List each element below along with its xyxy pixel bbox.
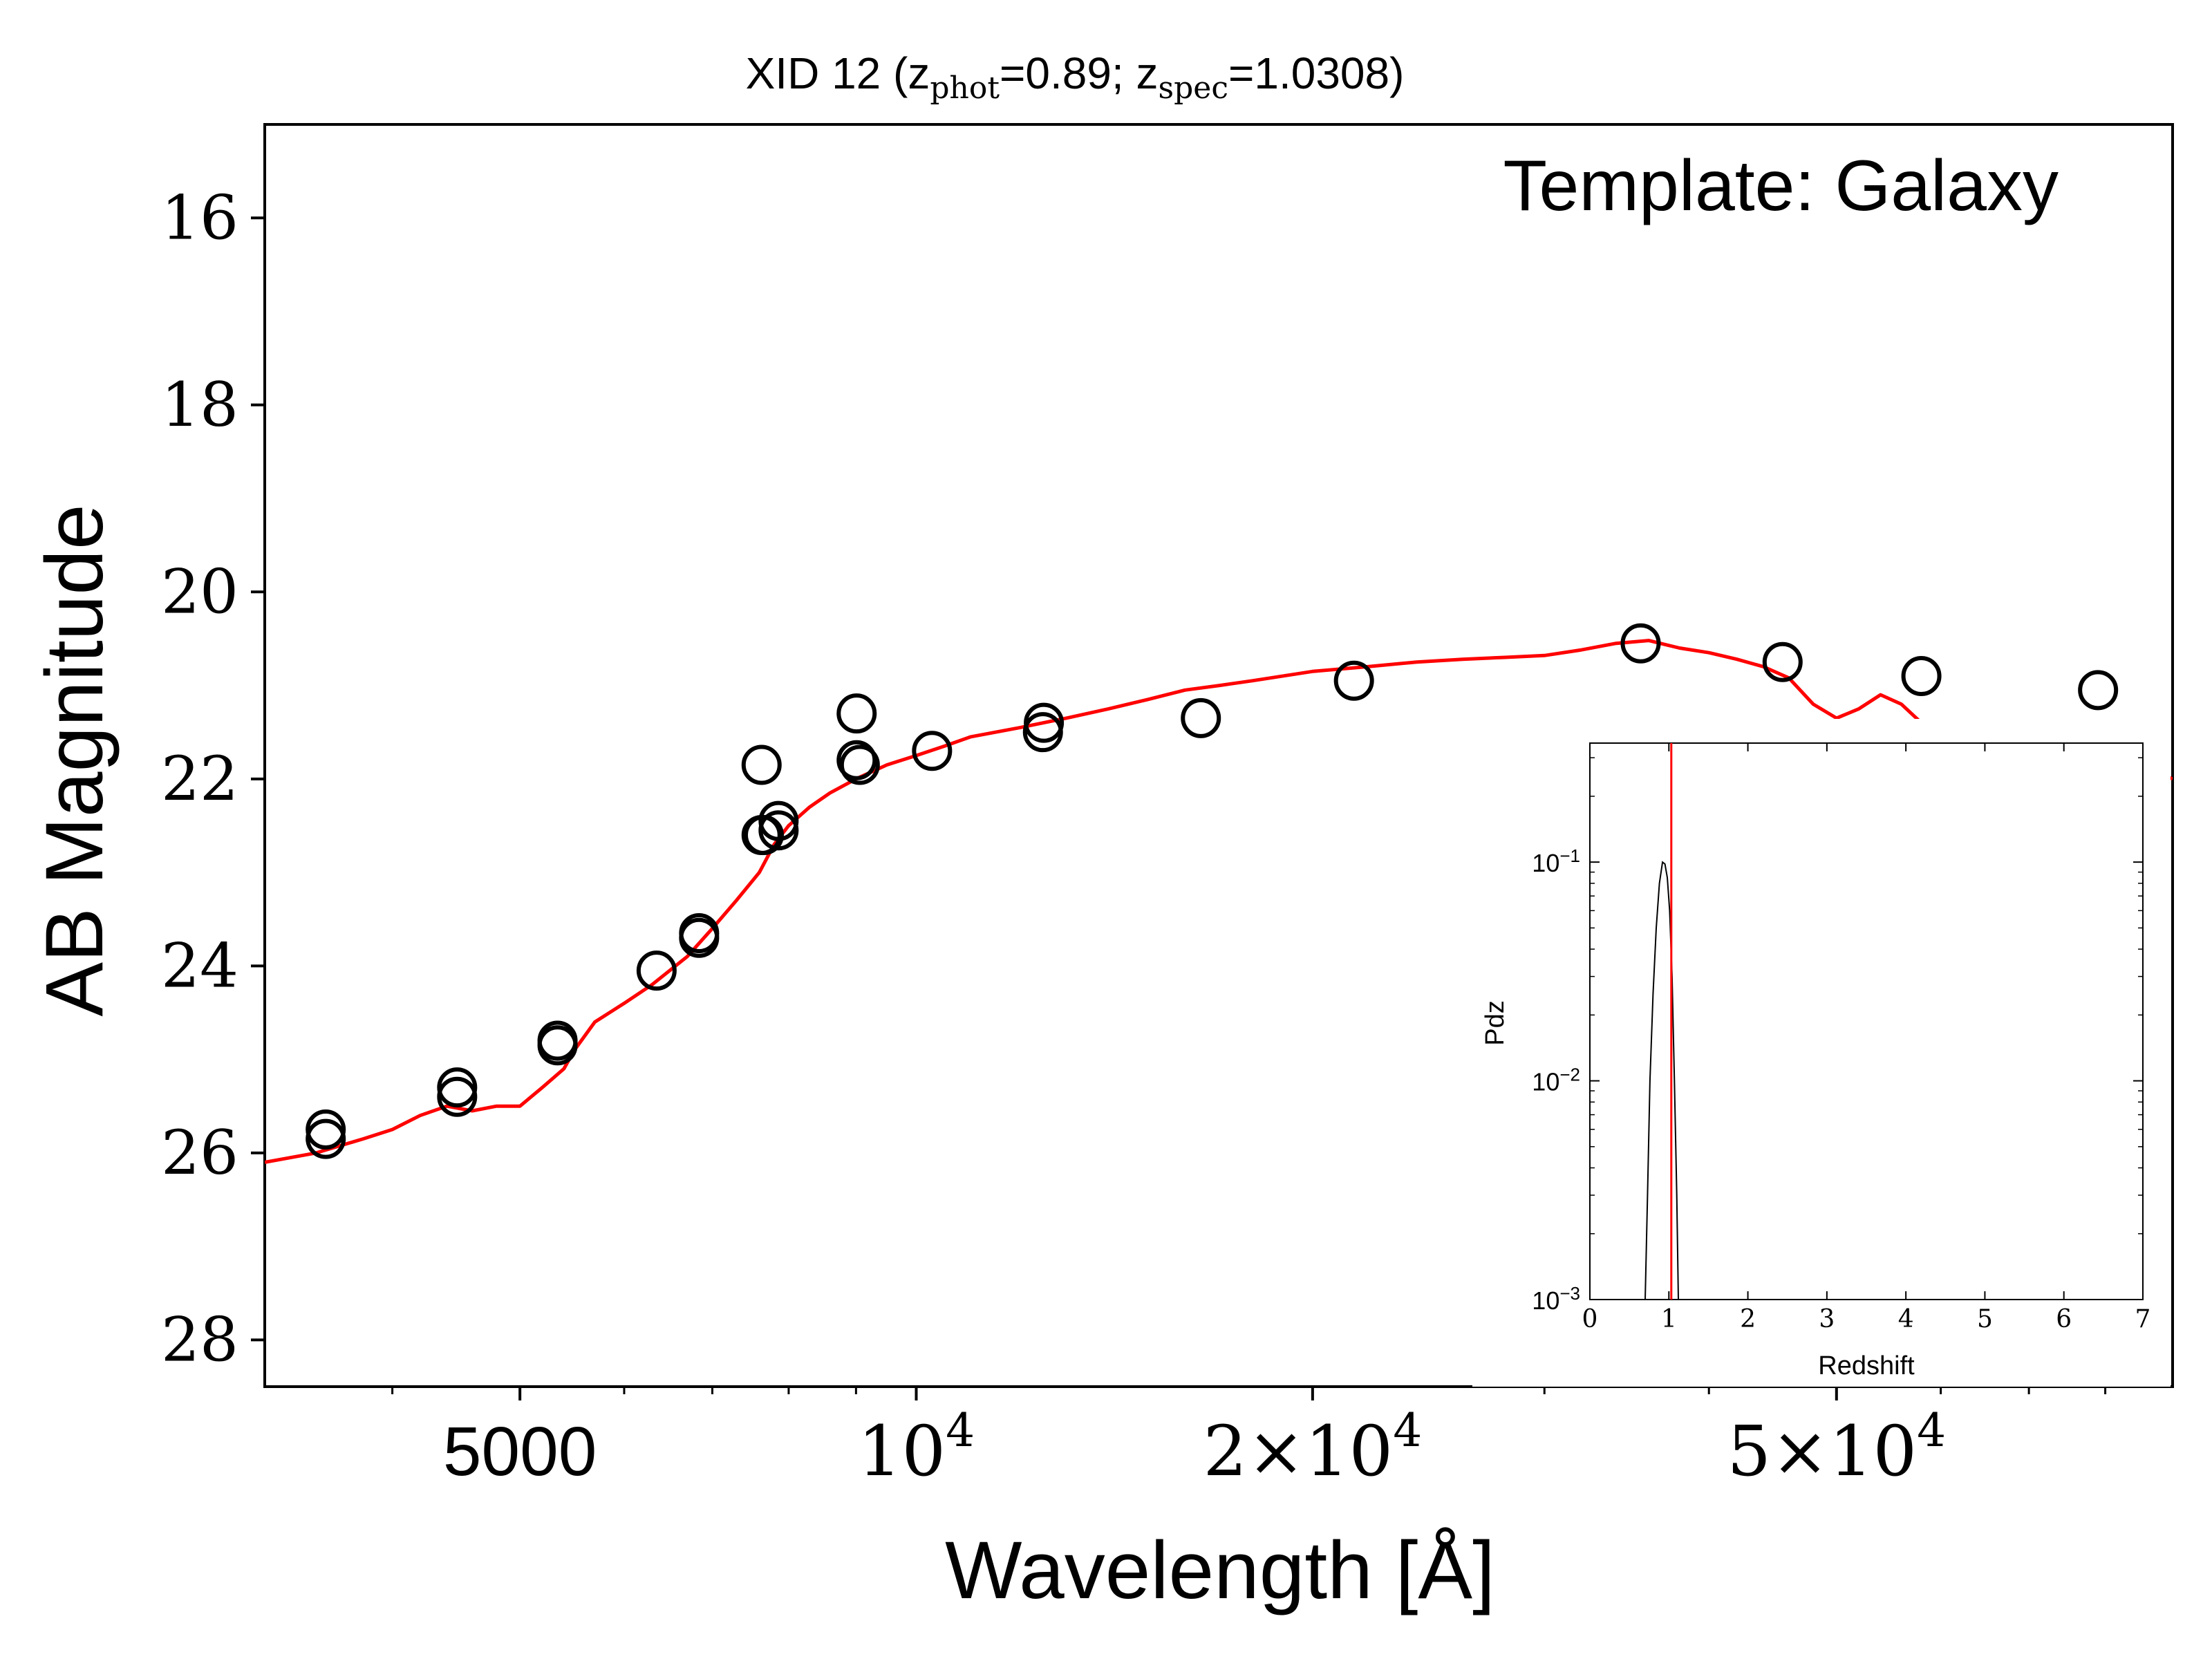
inset-x-tick-label: 5 (1977, 1305, 1993, 1333)
inset-x-tick-label: 3 (1819, 1305, 1835, 1333)
inset-x-tick-label: 7 (2135, 1305, 2151, 1333)
x-tick-label: 2×104 (1203, 1404, 1423, 1492)
chart-title-prefix: XID 12 (z (746, 48, 930, 98)
photometry-point (758, 810, 799, 851)
y-tick-label: 28 (161, 1304, 238, 1375)
photometry-point (537, 1020, 578, 1061)
inset-x-tick-label: 4 (1898, 1305, 1914, 1333)
template-annotation: Template: Galaxy (1503, 146, 2059, 226)
y-tick-label: 22 (161, 743, 238, 814)
chart-title: XID 12 (zphot=0.89; zspec=1.0308) (746, 48, 1405, 106)
photometry-point (1333, 660, 1374, 701)
photometry-point (836, 693, 877, 734)
photometry-point (306, 1118, 346, 1159)
y-tick-label: 26 (161, 1117, 238, 1188)
inset-x-tick-label: 2 (1740, 1305, 1756, 1333)
photometry-point (912, 731, 953, 771)
photometry-point (1762, 641, 1803, 682)
photometry-point (1901, 656, 1942, 697)
inset-x-tick-label: 0 (1582, 1305, 1598, 1333)
x-tick-label: 104 (858, 1404, 975, 1492)
photometry-point (2078, 670, 2119, 711)
photometry-point (437, 1076, 478, 1117)
x-tick-label: 5000 (443, 1413, 597, 1490)
photometry-point (679, 912, 720, 953)
x-axis-label: Wavelength [Å] (945, 1525, 1495, 1616)
photometry-point (1620, 623, 1661, 664)
inset-x-axis-label: Redshift (1818, 1351, 1915, 1380)
chart-title-mid: =0.89; z (1000, 48, 1159, 98)
pdz-curve (1644, 861, 1679, 1300)
photometry-point (636, 950, 677, 991)
photometry-point (437, 1067, 478, 1108)
chart-title-sub-phot: phot (930, 71, 1000, 106)
y-tick-label: 18 (161, 369, 238, 440)
pdz-inset-plot: 0 1 2 3 4 5 6 7 10−1 10−2 10−3 (1472, 719, 2171, 1387)
photometry-point (1022, 712, 1063, 753)
inset-y-tick-label: 10−3 (1532, 1283, 1580, 1315)
inset-y-tick-label: 10−1 (1532, 845, 1580, 877)
inset-x-tick-label: 6 (2056, 1305, 2072, 1333)
chart-title-suffix: =1.0308) (1228, 48, 1404, 98)
photometry-point (306, 1109, 346, 1150)
photometry-point (836, 740, 877, 780)
inset-y-axis-label: Pdz (1481, 1000, 1510, 1045)
photometry-point (741, 744, 782, 785)
photometry-point (758, 800, 799, 841)
inset-y-tick-label: 10−2 (1532, 1065, 1580, 1096)
y-tick-label: 20 (161, 556, 238, 627)
y-tick-label: 24 (161, 930, 238, 1001)
inset-frame (1589, 742, 2144, 1300)
chart-title-sub-spec: spec (1159, 71, 1228, 106)
inset-x-tick-label: 1 (1661, 1305, 1677, 1333)
x-tick-label: 5×104 (1727, 1404, 1946, 1492)
photometry-point (1181, 697, 1221, 738)
photometry-point (839, 744, 880, 785)
y-tick-label: 16 (161, 182, 238, 253)
y-axis-label: AB Magnitude (29, 504, 120, 1016)
